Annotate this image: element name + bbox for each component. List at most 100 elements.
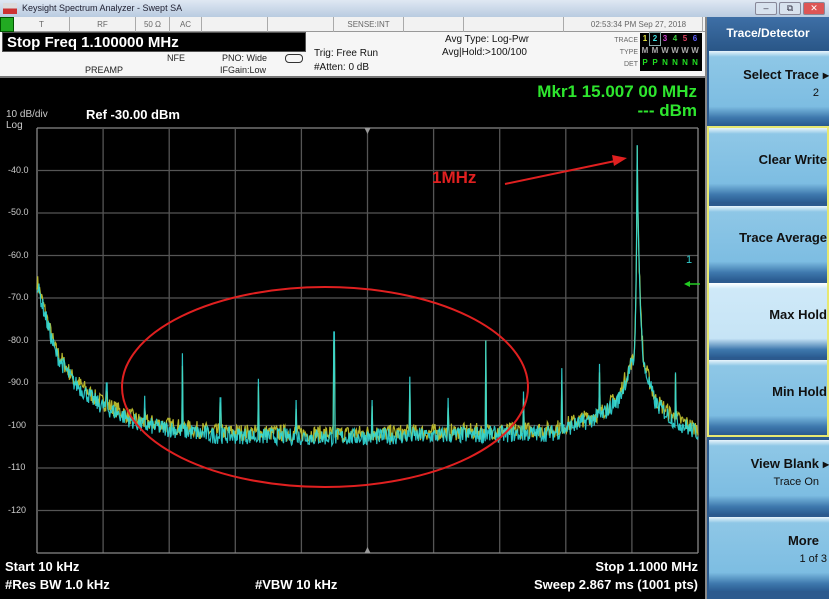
y-tick-label: -100	[8, 419, 27, 430]
min-hold-button[interactable]: Min Hold	[709, 360, 829, 434]
status-empty	[202, 17, 268, 32]
window-title: Keysight Spectrum Analyzer - Swept SA	[22, 3, 183, 13]
atten-label[interactable]: #Atten: 0 dB	[314, 62, 370, 73]
status-empty	[404, 17, 464, 32]
trace-1-line	[36, 145, 699, 444]
trace-1-indicator[interactable]: 1	[642, 34, 648, 43]
status-impedance: 50 Ω	[136, 17, 170, 32]
submenu-arrow-icon: ▶	[822, 71, 829, 80]
app-icon	[3, 3, 17, 14]
trace-3-indicator[interactable]: 3	[662, 34, 668, 43]
trace-detector: N	[662, 58, 668, 67]
y-tick-label: -80.0	[8, 334, 29, 345]
close-button[interactable]: ✕	[803, 2, 825, 15]
softkey-label: More	[787, 533, 819, 548]
marker-amplitude: --- dBm	[637, 101, 697, 120]
stop-frequency[interactable]: Stop 1.1000 MHz	[595, 559, 698, 574]
trace-type: W	[671, 46, 679, 55]
annotation-arrow-icon	[612, 155, 627, 166]
annotation-arrow-line	[504, 160, 616, 185]
reference-arrow-icon	[684, 281, 690, 287]
trace-4-indicator[interactable]: 4	[672, 34, 678, 43]
y-tick-label: -60.0	[8, 249, 29, 260]
trace-detector: P	[652, 58, 658, 67]
pno-label[interactable]: PNO: Wide	[222, 53, 268, 63]
trace-type: W	[691, 46, 699, 55]
y-tick-label: -40.0	[8, 164, 29, 175]
trace-type: M	[651, 46, 659, 55]
status-empty	[268, 17, 334, 32]
softkey-label: Max Hold	[769, 307, 827, 322]
submenu-arrow-icon: ▶	[822, 460, 829, 469]
trace-type: M	[641, 46, 649, 55]
resolution-bandwidth[interactable]: #Res BW 1.0 kHz	[5, 577, 110, 592]
annotation-label: 1MHz	[432, 168, 477, 187]
trace-detector: N	[692, 58, 698, 67]
window-title-bar: Keysight Spectrum Analyzer - Swept SA	[0, 0, 829, 17]
status-sense: SENSE:INT	[334, 17, 404, 32]
nfe-label: NFE	[167, 53, 185, 63]
input-port-icon	[285, 54, 303, 63]
view-blank-button[interactable]: View Blank Trace On ▶	[709, 440, 829, 514]
marker-frequency: Mkr1 15.007 00 MHz	[537, 82, 697, 101]
scale-mode: Log	[6, 120, 23, 131]
trace-5-indicator[interactable]: 5	[682, 34, 688, 43]
lxi-indicator-icon	[0, 17, 14, 32]
y-tick-label: -90.0	[8, 377, 29, 387]
marker-readout: Mkr1 15.007 00 MHz --- dBm	[537, 82, 697, 120]
softkey-label: View Blank	[750, 456, 819, 471]
softkey-value: 2	[812, 87, 819, 99]
softkey-panel: Trace/Detector Select Trace 2 ▶ Clear Writ…	[705, 17, 829, 599]
trace-type: W	[681, 46, 689, 55]
trace-average-button[interactable]: Trace Average	[709, 206, 829, 280]
select-trace-button[interactable]: Select Trace 2 ▶	[709, 51, 829, 125]
softkey-label: Min Hold	[772, 384, 827, 399]
trace-detector: N	[682, 58, 688, 67]
trigger-label[interactable]: Trig: Free Run	[314, 48, 379, 59]
avg-hold-label[interactable]: Avg|Hold:>100/100	[442, 47, 527, 58]
center-marker-icon	[364, 547, 371, 553]
more-button[interactable]: More 1 of 3	[709, 517, 829, 591]
status-trigger: T	[14, 17, 70, 32]
ifgain-label[interactable]: IFGain:Low	[220, 65, 267, 75]
softkey-label: Trace Average	[739, 230, 827, 245]
trace-2-line	[36, 144, 699, 448]
active-function-display[interactable]: Stop Freq 1.100000 MHz	[2, 32, 306, 52]
softkey-label: Clear Write	[758, 152, 827, 167]
status-empty	[464, 17, 564, 32]
y-tick-label: -50.0	[8, 207, 29, 217]
avg-type-label[interactable]: Avg Type: Log-Pwr	[445, 34, 530, 45]
trace-2-indicator[interactable]: 2	[649, 32, 661, 46]
reference-level[interactable]: Ref -30.00 dBm	[86, 107, 180, 122]
start-frequency[interactable]: Start 10 kHz	[5, 559, 80, 574]
y-tick-label: -110	[8, 462, 26, 472]
trace-row-label: TRACE	[614, 37, 638, 44]
status-datetime: 02:53:34 PM Sep 27, 2018	[575, 17, 703, 32]
clear-write-button[interactable]: Clear Write	[709, 128, 829, 202]
center-marker-icon	[364, 128, 371, 134]
y-tick-label: -70.0	[8, 292, 29, 302]
spectrum-plot[interactable]	[0, 0, 705, 599]
trace-detector: P	[642, 58, 648, 67]
softkey-menu-title: Trace/Detector	[707, 17, 829, 50]
restore-button[interactable]: ⧉	[779, 2, 801, 15]
video-bandwidth[interactable]: #VBW 10 kHz	[255, 577, 338, 592]
preamp-label: PREAMP	[85, 65, 124, 75]
annotation-ellipse	[121, 286, 529, 488]
trace-detector: N	[672, 58, 678, 67]
trace-type: W	[661, 46, 669, 55]
marker-1-label: 1	[686, 254, 693, 266]
status-row: T RF 50 Ω AC SENSE:INT 02:53:34 PM Sep 2…	[0, 17, 705, 32]
status-input: RF	[70, 17, 136, 32]
trace-6-indicator[interactable]: 6	[692, 34, 698, 43]
softkey-value: 1 of 3	[799, 553, 827, 565]
scale-per-div: 10 dB/div	[6, 109, 48, 120]
softkey-label: Select Trace	[743, 67, 819, 82]
minimize-button[interactable]: –	[755, 2, 777, 15]
softkey-value: Trace On	[773, 476, 819, 488]
sweep-time[interactable]: Sweep 2.867 ms (1001 pts)	[533, 577, 698, 592]
max-hold-button[interactable]: Max Hold	[709, 283, 829, 357]
y-tick-label: -120	[8, 504, 27, 515]
det-row-label: DET	[624, 61, 638, 68]
